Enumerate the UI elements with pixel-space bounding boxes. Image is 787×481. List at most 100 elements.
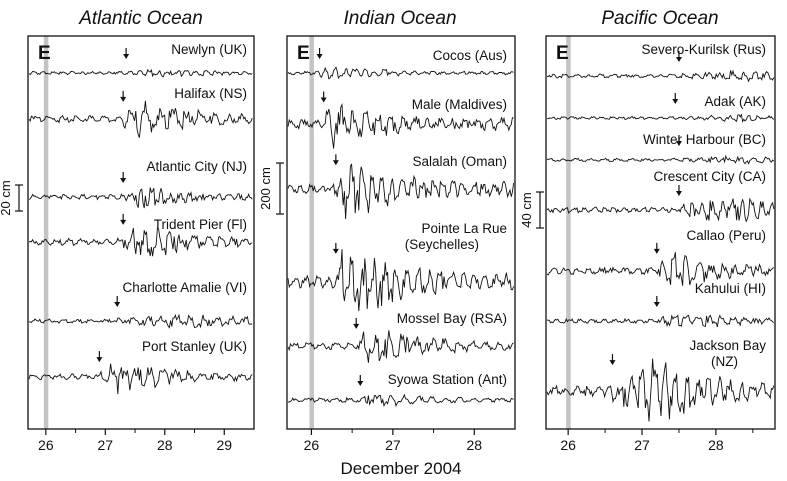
station-label: Crescent City (CA)	[653, 169, 766, 184]
waveform-series	[287, 330, 514, 363]
station-label: Adak (AK)	[704, 94, 766, 109]
arrival-arrowhead	[120, 219, 127, 225]
station-label: Kahului (HI)	[695, 281, 766, 296]
station-label: Newlyn (UK)	[171, 42, 247, 57]
earthquake-time-marker	[43, 36, 49, 429]
panel-atlantic-ocean: Atlantic Ocean E 26 27 28 29 20 cm Newlyn (UK) H…	[0, 8, 255, 453]
waveform-series	[546, 69, 775, 83]
station-record: Pointe La Rue (Seychelles)	[287, 221, 515, 312]
x-tick-label: 27	[98, 437, 114, 453]
arrival-arrowhead	[320, 97, 327, 103]
station-record: Charlotte Amalie (VI)	[28, 280, 253, 329]
waveform-series	[28, 313, 253, 329]
station-label: Charlotte Amalie (VI)	[122, 280, 247, 295]
waveform-series	[546, 197, 775, 223]
station-record: Halifax (NS)	[28, 86, 253, 138]
arrival-arrowhead	[316, 54, 323, 59]
scale-bar-label: 40 cm	[519, 192, 534, 227]
x-tick-label: 26	[560, 437, 576, 453]
arrival-arrowhead	[675, 57, 682, 62]
waveform-series	[546, 314, 774, 328]
panel-indian-ocean: Indian Ocean E 26 27 28 200 cm Cocos (Aus) Male…	[258, 8, 516, 453]
station-record: Jackson Bay (NZ)	[546, 338, 775, 422]
scale-bar-label: 200 cm	[258, 167, 273, 210]
station-record: Atlantic City (NJ)	[28, 159, 253, 209]
station-label: Pointe La Rue (Seychelles)	[405, 221, 507, 252]
station-label: Halifax (NS)	[174, 86, 247, 101]
x-axis-title: December 2004	[341, 459, 462, 478]
arrival-arrowhead	[96, 357, 103, 363]
waveform-series	[287, 249, 515, 312]
amplitude-scale-bar: 200 cm	[258, 162, 284, 215]
x-tick-label: 26	[38, 437, 54, 453]
station-label: Callao (Peru)	[686, 228, 766, 243]
station-record: Callao (Peru)	[546, 228, 775, 286]
waveform-series	[288, 393, 514, 408]
station-label: Winter Harbour (BC)	[643, 132, 766, 147]
station-label: Mossel Bay (RSA)	[397, 311, 507, 326]
waveform-series	[547, 113, 775, 123]
station-record: Crescent City (CA)	[546, 169, 775, 223]
station-label: Cocos (Aus)	[433, 48, 507, 63]
earthquake-time-marker	[309, 36, 314, 429]
station-record: Adak (AK)	[547, 93, 775, 123]
station-label: Severo-Kurilsk (Rus)	[641, 42, 766, 57]
arrival-arrowhead	[653, 302, 660, 307]
x-tick-label: 26	[304, 437, 320, 453]
arrival-arrowhead	[120, 96, 127, 102]
amplitude-scale-bar: 20 cm	[0, 180, 23, 216]
x-tick-label: 29	[216, 437, 232, 453]
arrival-arrowhead	[332, 160, 339, 166]
station-label: Jackson Bay (NZ)	[689, 338, 766, 369]
panel-pacific-ocean: Pacific Ocean E 26 27 28 40 cm Severo-Kurilsk …	[519, 8, 776, 453]
waveform-series	[546, 252, 775, 286]
panel-label: E	[297, 43, 310, 64]
station-record: Cocos (Aus)	[287, 48, 514, 80]
arrival-arrowhead	[114, 302, 121, 307]
station-label: Male (Maldives)	[412, 97, 507, 112]
arrival-arrowhead	[120, 178, 127, 183]
panel-title: Pacific Ocean	[601, 8, 718, 29]
x-tick-label: 28	[157, 437, 173, 453]
arrival-arrowhead	[123, 54, 130, 59]
waveform-series	[287, 66, 514, 80]
station-record: Trident Pier (Fl)	[28, 213, 253, 257]
panel-frame	[545, 35, 776, 430]
amplitude-scale-bar: 40 cm	[519, 191, 544, 229]
station-label: Trident Pier (Fl)	[154, 217, 247, 232]
waveform-series	[28, 187, 253, 209]
x-tick-label: 28	[708, 437, 724, 453]
arrival-arrowhead	[357, 381, 364, 386]
station-label: Port Stanley (UK)	[142, 339, 247, 354]
x-tick-label: 28	[466, 437, 482, 453]
arrival-arrowhead	[609, 360, 616, 366]
station-record: Winter Harbour (BC)	[546, 132, 775, 165]
station-record: Severo-Kurilsk (Rus)	[546, 42, 775, 83]
station-record: Mossel Bay (RSA)	[287, 311, 514, 363]
station-record: Salalah (Oman)	[287, 154, 515, 220]
station-label: Salalah (Oman)	[412, 154, 507, 169]
arrival-arrowhead	[353, 323, 360, 329]
station-record: Male (Maldives)	[287, 91, 514, 149]
waveform-series	[28, 363, 253, 395]
arrival-arrowhead	[672, 99, 679, 104]
station-record: Port Stanley (UK)	[28, 339, 253, 395]
station-label: Atlantic City (NJ)	[146, 159, 247, 174]
station-record: Syowa Station (Ant)	[288, 372, 514, 408]
station-label: Syowa Station (Ant)	[388, 372, 507, 387]
waveform-series	[287, 163, 515, 220]
arrival-arrowhead	[653, 248, 660, 254]
arrival-arrowhead	[675, 141, 682, 146]
scale-bar-label: 20 cm	[0, 180, 13, 215]
earthquake-time-marker	[566, 36, 571, 429]
arrival-arrowhead	[675, 191, 682, 196]
panel-title: Atlantic Ocean	[78, 8, 203, 29]
x-tick-label: 27	[385, 437, 401, 453]
station-record: Newlyn (UK)	[28, 42, 253, 78]
panel-frame	[286, 35, 516, 430]
x-tick-label: 27	[634, 437, 650, 453]
waveform-series	[546, 154, 775, 165]
waveform-series	[287, 102, 514, 149]
waveform-series	[28, 100, 253, 138]
